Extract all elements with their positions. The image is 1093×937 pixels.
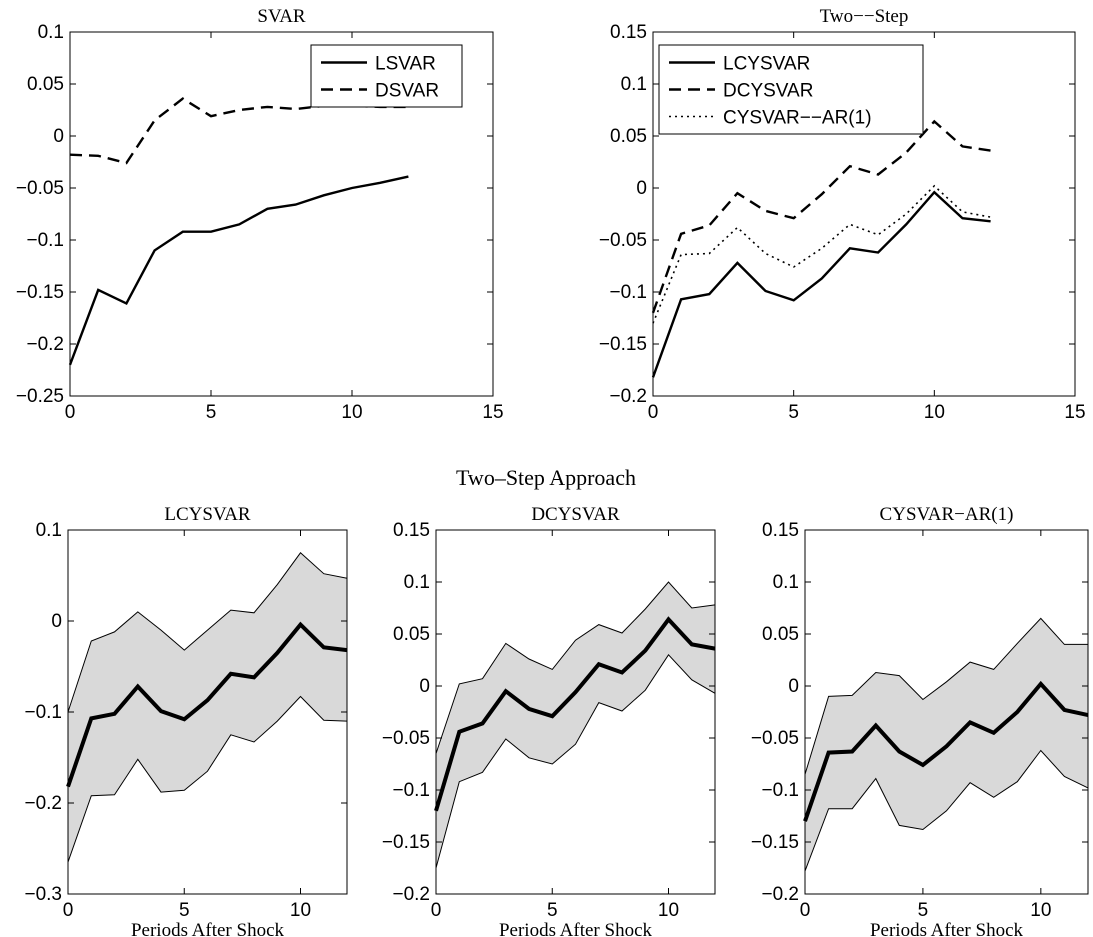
y-tick-label: 0.1 bbox=[36, 520, 62, 541]
subplot-4: 0 5 10 −0.2 −0.15 −0.1 −0.05 0 0.05 0.1 0.15 DCYSVA… bbox=[382, 504, 716, 937]
y-tick-label: 0.05 bbox=[27, 74, 64, 95]
x-tick-label: 5 bbox=[918, 900, 929, 921]
figure-title: Two–Step Approach bbox=[456, 465, 636, 490]
y-tick-label: −0.1 bbox=[24, 702, 62, 723]
legend-label: DSVAR bbox=[375, 81, 439, 102]
x-tick-label: 0 bbox=[648, 402, 659, 423]
x-tick-label: 5 bbox=[547, 900, 558, 921]
plots-group: 0 5 10 15−0.25−0.2−0.15−0.1−0.0500.050.1SVA… bbox=[16, 6, 1089, 937]
band-lower-line bbox=[67, 695, 348, 863]
x-axis-label: Periods After Shock bbox=[499, 920, 653, 937]
impulse-response-line bbox=[434, 616, 716, 812]
axes-frame bbox=[804, 529, 1089, 895]
axes-frame bbox=[69, 31, 494, 397]
subplot-title: LCYSVAR bbox=[164, 504, 251, 525]
impulse-response-line bbox=[803, 680, 1089, 822]
y-tick-label: 0.15 bbox=[610, 22, 647, 43]
y-tick-label: 0 bbox=[51, 611, 62, 632]
y-tick-label: −0.05 bbox=[382, 728, 430, 749]
x-tick-label: 10 bbox=[341, 402, 362, 423]
subplot-2: 0 5 10 15 −0.2 −0.15 −0.1 −0.05 0 0.05 0.1 0.15 Two−… bbox=[599, 6, 1086, 423]
legend-label: DCYSVAR bbox=[723, 81, 813, 102]
subplot-title: SVAR bbox=[257, 6, 306, 27]
y-tick-label: 0.1 bbox=[621, 74, 647, 95]
series-line-2 bbox=[69, 97, 409, 165]
legend-box bbox=[658, 44, 924, 135]
x-axis-label: Periods After Shock bbox=[870, 920, 1024, 937]
confidence-band bbox=[436, 582, 715, 868]
axes-frame bbox=[435, 529, 716, 895]
subplot-1: 0 5 10 15 −0.25 −0.2 −0.15 −0.1 −0.05 0 0.05 0.1 SVA… bbox=[16, 6, 504, 423]
x-tick-label: 0 bbox=[800, 900, 811, 921]
y-tick-label: −0.05 bbox=[16, 178, 64, 199]
y-tick-label: −0.25 bbox=[16, 386, 64, 407]
x-tick-label: 0 bbox=[63, 900, 74, 921]
confidence-band bbox=[68, 552, 347, 863]
y-tick-label: 0.1 bbox=[404, 572, 430, 593]
y-tick-label: −0.2 bbox=[392, 884, 430, 905]
y-tick-label: −0.2 bbox=[26, 334, 64, 355]
band-upper-line bbox=[67, 552, 348, 713]
series-line-3 bbox=[652, 184, 991, 324]
subplot-title: CYSVAR−AR(1) bbox=[880, 504, 1014, 525]
y-tick-label: −0.1 bbox=[26, 230, 64, 251]
y-tick-label: 0 bbox=[419, 676, 430, 697]
x-tick-label: 15 bbox=[1064, 402, 1085, 423]
series-line-1 bbox=[651, 190, 991, 378]
legend-box bbox=[310, 44, 463, 108]
y-tick-label: 0 bbox=[53, 126, 64, 147]
subplot-title: Two−−Step bbox=[820, 6, 909, 27]
series-line-1 bbox=[68, 175, 409, 366]
y-tick-label: 0.05 bbox=[762, 624, 799, 645]
y-tick-label: 0.05 bbox=[610, 126, 647, 147]
y-tick-label: 0 bbox=[636, 178, 647, 199]
legend-label: LSVAR bbox=[375, 54, 436, 75]
y-tick-label: 0.05 bbox=[393, 624, 430, 645]
y-tick-label: 0.15 bbox=[762, 520, 799, 541]
legend-label: CYSVAR−−AR(1) bbox=[723, 108, 872, 129]
x-tick-label: 10 bbox=[658, 900, 679, 921]
x-tick-label: 5 bbox=[179, 900, 190, 921]
y-tick-label: −0.1 bbox=[609, 282, 647, 303]
y-tick-label: −0.05 bbox=[751, 728, 799, 749]
x-tick-label: 5 bbox=[206, 402, 217, 423]
x-tick-label: 10 bbox=[290, 900, 311, 921]
x-tick-label: 10 bbox=[1030, 900, 1051, 921]
band-lower-line bbox=[435, 653, 716, 869]
y-tick-label: −0.3 bbox=[24, 884, 62, 905]
y-tick-label: 0.15 bbox=[393, 520, 430, 541]
y-tick-label: 0.1 bbox=[38, 22, 64, 43]
impulse-response-line bbox=[66, 621, 348, 788]
x-tick-label: 10 bbox=[924, 402, 945, 423]
band-upper-line bbox=[435, 581, 716, 754]
y-tick-label: −0.1 bbox=[761, 780, 799, 801]
y-tick-label: −0.15 bbox=[16, 282, 64, 303]
y-tick-label: −0.15 bbox=[751, 832, 799, 853]
x-axis-label: Periods After Shock bbox=[131, 920, 285, 937]
x-tick-label: 15 bbox=[482, 402, 503, 423]
subplot-5: 0 5 10 −0.2 −0.15 −0.1 −0.05 0 0.05 0.1 0.15 CYSVAR… bbox=[751, 504, 1089, 937]
x-tick-label: 0 bbox=[65, 402, 76, 423]
subplot-title: DCYSVAR bbox=[531, 504, 620, 525]
axes-frame bbox=[652, 31, 1076, 397]
y-tick-label: −0.15 bbox=[599, 334, 647, 355]
y-tick-label: −0.15 bbox=[382, 832, 430, 853]
x-tick-label: 0 bbox=[431, 900, 442, 921]
band-upper-line bbox=[804, 617, 1088, 775]
x-tick-label: 5 bbox=[788, 402, 799, 423]
series-line-2 bbox=[651, 119, 991, 314]
subplot-3: 0 5 10 −0.3 −0.2 −0.1 0 0.1 LCYSVAR Periods After… bbox=[24, 504, 348, 937]
band-lower-line bbox=[804, 749, 1089, 872]
legend-label: LCYSVAR bbox=[723, 54, 810, 75]
y-tick-label: −0.2 bbox=[24, 793, 62, 814]
y-tick-label: 0 bbox=[788, 676, 799, 697]
y-tick-label: 0.1 bbox=[773, 572, 799, 593]
y-tick-label: −0.2 bbox=[761, 884, 799, 905]
y-tick-label: −0.2 bbox=[609, 386, 647, 407]
y-tick-label: −0.1 bbox=[392, 780, 430, 801]
y-tick-label: −0.05 bbox=[599, 230, 647, 251]
